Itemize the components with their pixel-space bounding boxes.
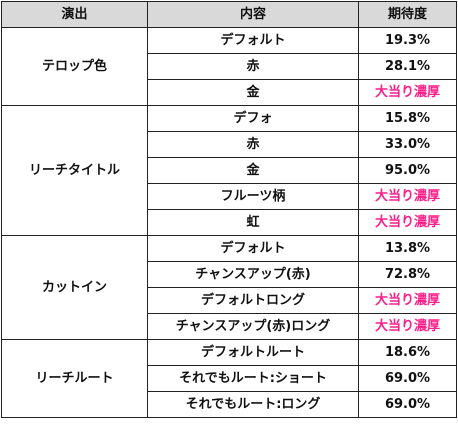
table-row: それでもルート:ショート 69.0%: [2, 365, 457, 392]
content-cell: 金: [147, 79, 359, 106]
expectation-value-cell: 69.0%: [358, 391, 457, 418]
effect-group-name: リーチルート: [1, 339, 148, 418]
expectation-value-cell: 28.1%: [358, 53, 457, 80]
content-cell: 虹: [147, 209, 359, 236]
expectation-value-cell: 72.8%: [358, 261, 457, 288]
table-row: カットイン デフォルト 13.8%: [1, 235, 457, 340]
table-row: リーチルート デフォルトルート 18.6%: [1, 339, 457, 418]
table-row: テロップ色 デフォルト 19.3%: [1, 27, 457, 106]
table-body: テロップ色 デフォルト 19.3% 赤 28.1% 金大当り濃厚 リーチタイトル デフォ 15.…: [1, 27, 457, 418]
content-cell: それでもルート:ショート: [147, 365, 359, 392]
table-row: 金 95.0%: [2, 157, 457, 184]
jackpot-value-cell: 大当り濃厚: [358, 287, 457, 314]
content-cell: 赤: [147, 131, 359, 158]
header-content: 内容: [147, 1, 359, 28]
table-row: フルーツ柄 大当り濃厚: [2, 183, 457, 210]
jackpot-value-cell: 大当り濃厚: [358, 313, 457, 340]
table-row: 赤 28.1%: [2, 53, 457, 80]
content-cell: デフォルトルート: [147, 339, 359, 366]
table-row: 虹大当り濃厚: [2, 209, 457, 236]
header-expectation: 期待度: [358, 1, 457, 28]
effect-group-name: カットイン: [1, 235, 148, 340]
header-row: 演出 内容 期待度: [1, 1, 457, 28]
table-row: それでもルート:ロング 69.0%: [2, 391, 457, 418]
header-effect: 演出: [1, 1, 148, 28]
content-cell: デフォルト: [147, 27, 359, 54]
expectation-value-cell: 15.8%: [358, 105, 457, 132]
table-row: デフォルトロング 大当り濃厚: [2, 287, 457, 314]
content-cell: デフォルトロング: [147, 287, 359, 314]
expectation-value-cell: 18.6%: [358, 339, 457, 366]
expectation-value-cell: 69.0%: [358, 365, 457, 392]
expectation-table: 演出 内容 期待度 テロップ色 デフォルト 19.3% 赤 28.1% 金大当り濃厚 リーチ…: [1, 1, 457, 418]
content-cell: 金: [147, 157, 359, 184]
content-cell: デフォ: [147, 105, 359, 132]
table-row: リーチタイトル デフォ 15.8%: [1, 105, 457, 236]
expectation-value-cell: 95.0%: [358, 157, 457, 184]
table-row: チャンスアップ(赤)ロング 大当り濃厚: [2, 313, 457, 340]
expectation-value-cell: 19.3%: [358, 27, 457, 54]
effect-group-name: テロップ色: [1, 27, 148, 106]
jackpot-value-cell: 大当り濃厚: [358, 79, 457, 106]
content-cell: 赤: [147, 53, 359, 80]
jackpot-value-cell: 大当り濃厚: [358, 209, 457, 236]
expectation-value-cell: 33.0%: [358, 131, 457, 158]
content-cell: それでもルート:ロング: [147, 391, 359, 418]
expectation-value-cell: 13.8%: [358, 235, 457, 262]
table-row: 赤 33.0%: [2, 131, 457, 158]
content-cell: チャンスアップ(赤): [147, 261, 359, 288]
content-cell: フルーツ柄: [147, 183, 359, 210]
table-row: チャンスアップ(赤) 72.8%: [2, 261, 457, 288]
content-cell: チャンスアップ(赤)ロング: [147, 313, 359, 340]
jackpot-value-cell: 大当り濃厚: [358, 183, 457, 210]
content-cell: デフォルト: [147, 235, 359, 262]
effect-group-name: リーチタイトル: [1, 105, 148, 236]
